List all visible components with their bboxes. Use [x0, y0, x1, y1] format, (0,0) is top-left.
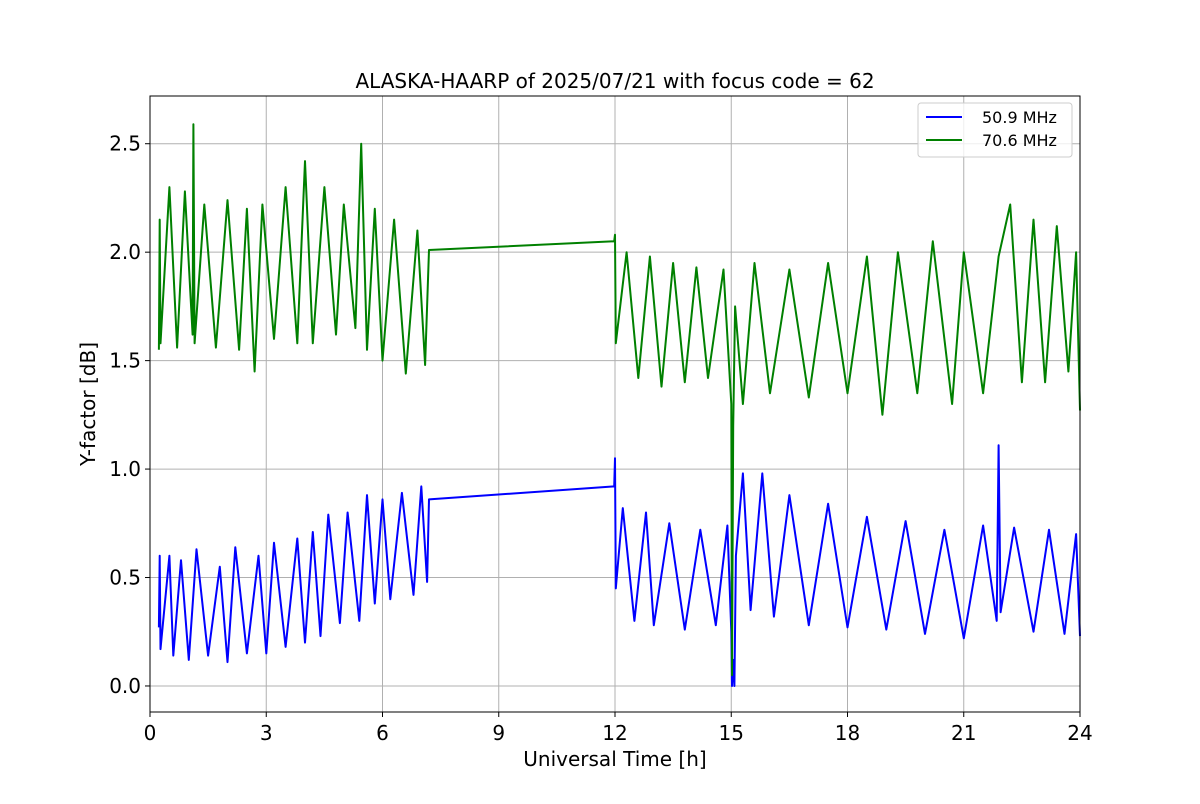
y-tick-label: 1.0 [109, 457, 141, 481]
x-tick-label: 15 [719, 721, 744, 745]
x-tick-label: 18 [835, 721, 860, 745]
x-axis-label: Universal Time [h] [523, 747, 706, 771]
y-axis-ticks: 0.0 0.5 1.0 1.5 2.0 2.5 [109, 132, 150, 698]
y-tick-label: 0.0 [109, 674, 141, 698]
series-line-50-9-mhz [157, 444, 1081, 687]
legend-label-70-6-mhz: 70.6 MHz [982, 131, 1057, 150]
x-axis-ticks: 0 3 6 9 12 15 18 21 24 [144, 712, 1093, 745]
y-tick-label: 2.5 [109, 132, 141, 156]
data-series [157, 123, 1081, 687]
x-tick-label: 0 [144, 721, 157, 745]
x-tick-label: 21 [951, 721, 976, 745]
x-tick-label: 6 [376, 721, 389, 745]
series-line-70-6-mhz [157, 123, 1081, 677]
chart-legend: 50.9 MHz 70.6 MHz [917, 102, 1073, 158]
y-tick-label: 0.5 [109, 566, 141, 590]
x-tick-label: 12 [602, 721, 627, 745]
y-tick-label: 2.0 [109, 240, 141, 264]
y-axis-label: Y-factor [dB] [76, 342, 100, 467]
x-tick-label: 9 [492, 721, 505, 745]
chart-title: ALASKA-HAARP of 2025/07/21 with focus co… [355, 69, 874, 93]
legend-label-50-9-mhz: 50.9 MHz [982, 108, 1057, 127]
x-tick-label: 24 [1067, 721, 1092, 745]
y-tick-label: 1.5 [109, 349, 141, 373]
x-tick-label: 3 [260, 721, 273, 745]
